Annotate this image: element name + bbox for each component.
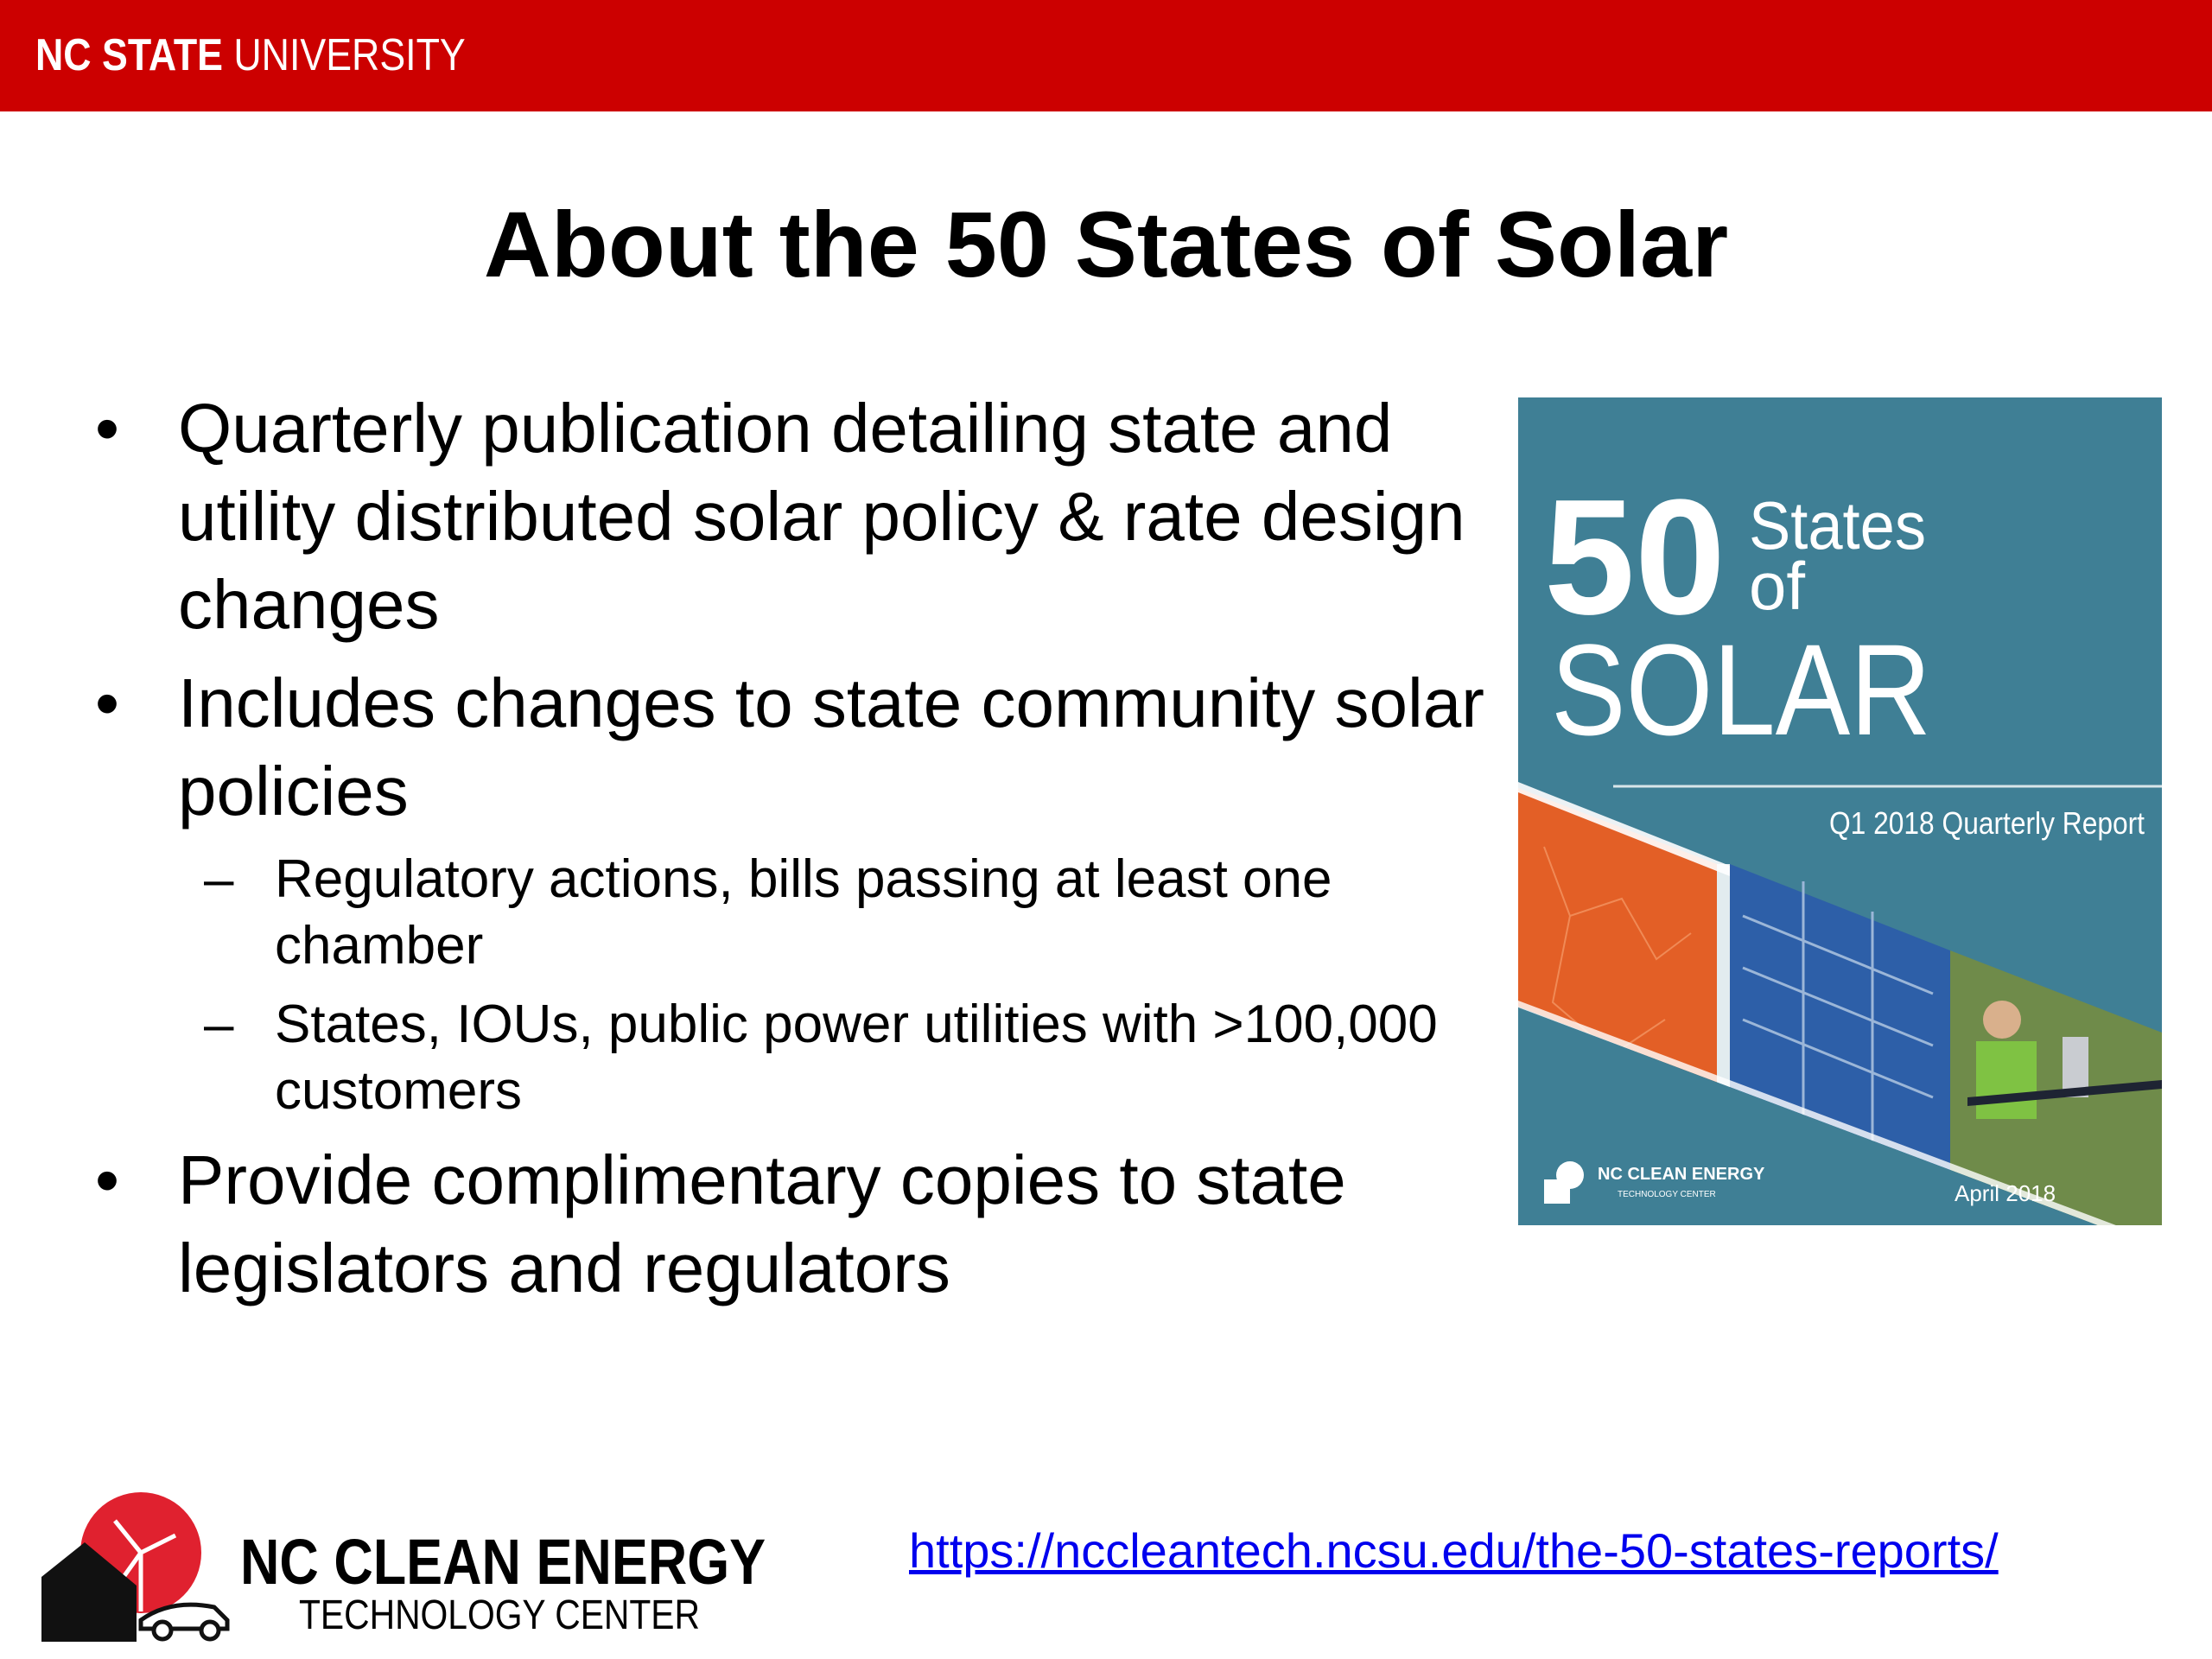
sub-bullet-marker: – [204,849,234,909]
svg-text:NC CLEAN ENERGY: NC CLEAN ENERGY [1598,1165,1765,1184]
logo-mark-icon [41,1492,230,1642]
bullet-text: Quarterly publication detailing state an… [178,390,1465,643]
slide-title: About the 50 States of Solar [483,192,1729,296]
header-bar: NC STATE UNIVERSITY [0,0,2212,111]
university-wordmark: NC STATE UNIVERSITY [35,30,466,80]
cover-solar: SOLAR [1551,617,1931,762]
report-cover-image: 50 States of SOLAR Q1 2018 Quarterly Rep… [1518,397,2162,1225]
cover-org-logo: NC CLEAN ENERGY TECHNOLOGY CENTER [1544,1161,1765,1204]
bullet-item: • Includes changes to state community so… [95,659,1495,836]
bullet-marker: • [95,1141,120,1218]
logo-subtitle: TECHNOLOGY CENTER [299,1592,700,1638]
sub-bullet-text: Regulatory actions, bills passing at lea… [275,849,1332,976]
logo-title: NC CLEAN ENERGY [240,1526,766,1598]
cover-of: of [1749,548,1805,624]
bullet-list: • Quarterly publication detailing state … [95,385,1495,1323]
sub-bullet-marker: – [204,995,234,1054]
bullet-marker: • [95,390,120,467]
cover-subtitle: Q1 2018 Quarterly Report [1829,805,2145,841]
sub-bullet-text: States, IOUs, public power utilities wit… [275,995,1438,1121]
cover-states: States [1749,487,1926,563]
reports-link[interactable]: https://nccleantech.ncsu.edu/the-50-stat… [909,1523,1999,1578]
bullet-text: Includes changes to state community sola… [178,664,1484,830]
bullet-item: • Provide complimentary copies to state … [95,1136,1495,1313]
sub-bullet-item: – States, IOUs, public power utilities w… [95,991,1495,1124]
nc-clean-energy-logo: NC CLEAN ENERGY TECHNOLOGY CENTER [41,1491,766,1646]
bullet-text: Provide complimentary copies to state le… [178,1141,1346,1306]
sub-bullet-item: – Regulatory actions, bills passing at l… [95,846,1495,979]
cover-date: April 2018 [1955,1180,2056,1206]
svg-text:TECHNOLOGY CENTER: TECHNOLOGY CENTER [1618,1190,1716,1199]
bullet-marker: • [95,664,120,741]
bullet-item: • Quarterly publication detailing state … [95,385,1495,649]
cover-number: 50 [1544,466,1726,649]
